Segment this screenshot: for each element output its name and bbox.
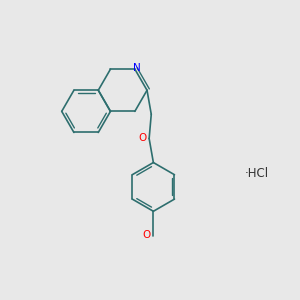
Text: O: O bbox=[143, 230, 151, 240]
Text: ·HCl: ·HCl bbox=[245, 167, 269, 180]
Text: O: O bbox=[139, 133, 147, 142]
Text: N: N bbox=[133, 63, 141, 73]
